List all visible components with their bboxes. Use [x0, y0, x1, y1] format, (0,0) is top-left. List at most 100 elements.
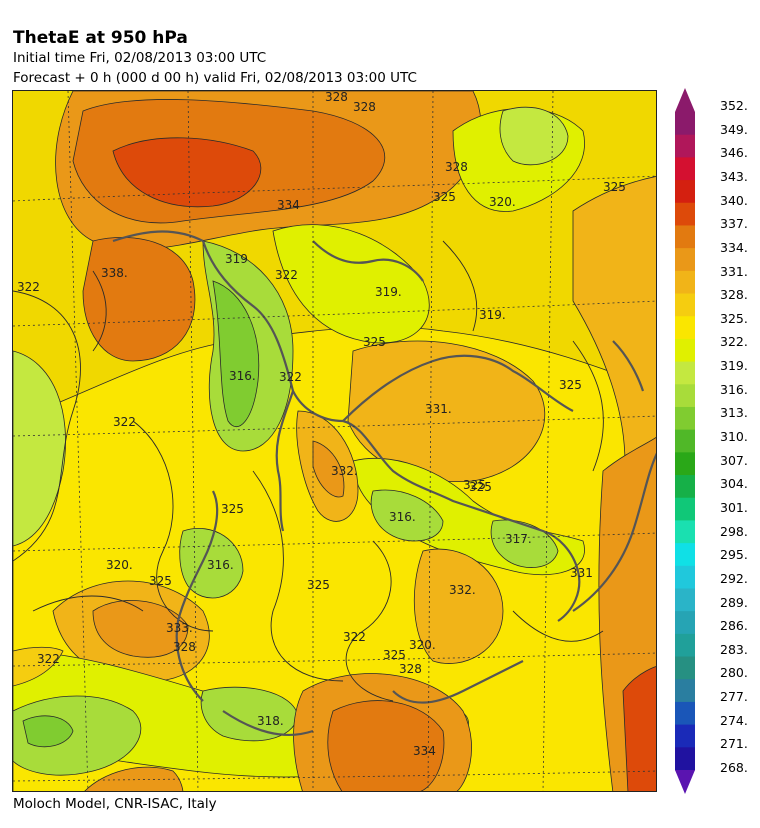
contour-label: 319. [375, 285, 402, 299]
colorbar [675, 88, 695, 794]
contour-label: 328 [173, 640, 196, 654]
colorbar-swatch [675, 248, 695, 272]
contour-label: 328 [353, 100, 376, 114]
colorbar-label: 277. [720, 689, 748, 705]
colorbar-label: 307. [720, 452, 748, 468]
colorbar-swatch [675, 679, 695, 703]
colorbar-label: 274. [720, 712, 748, 728]
colorbar-label: 340. [720, 192, 748, 208]
colorbar-swatch [675, 497, 695, 521]
contour-label: 325 [221, 502, 244, 516]
colorbar-swatch [675, 452, 695, 476]
colorbar-swatch [675, 202, 695, 226]
colorbar-swatch [675, 157, 695, 181]
contour-label: 320. [409, 638, 436, 652]
colorbar-swatch [675, 656, 695, 680]
contour-label: 325 [383, 648, 406, 662]
contour-lines [13, 240, 604, 702]
colorbar-label: 295. [720, 547, 748, 563]
contour-label: 332. [331, 464, 358, 478]
chart-title: ThetaE at 950 hPa [13, 28, 188, 48]
colorbar-swatch [675, 361, 695, 385]
colorbar-label: 316. [720, 381, 748, 397]
colorbar-label: 322. [720, 334, 748, 350]
coastlines [112, 230, 656, 736]
colorbar-label: 319. [720, 358, 748, 374]
colorbar-top-arrow [675, 88, 695, 112]
colorbar-label: 310. [720, 429, 748, 444]
contour-label: 328 [325, 91, 348, 104]
colorbar-swatch [675, 520, 695, 544]
contour-label: 333. [166, 621, 193, 635]
contour-label: 322 [275, 268, 298, 282]
contour-value-labels: 328 328 328 334 338. 322 325 319 322 319… [17, 91, 626, 758]
contour-label: 325 [307, 578, 330, 592]
contour-label: 322 [37, 652, 60, 666]
colorbar-label: 289. [720, 594, 748, 610]
colorbar-bottom-arrow [675, 770, 695, 794]
contour-label: 328 [445, 160, 468, 174]
colorbar-swatch [675, 316, 695, 340]
colorbar-swatch [675, 406, 695, 431]
colorbar-swatch [675, 112, 695, 136]
contour-label: 325 [603, 180, 626, 194]
contour-label: 319. [479, 308, 506, 322]
colorbar-swatch [675, 588, 695, 612]
colorbar-swatch [675, 429, 695, 453]
contour-label: 322 [17, 280, 40, 294]
colorbar-label: 286. [720, 618, 748, 634]
colorbar-swatch [675, 543, 695, 567]
contour-label: 325 [433, 190, 456, 204]
colorbar-label: 346. [720, 145, 748, 161]
colorbar-label: 283. [720, 641, 748, 657]
colorbar-label: 325. [720, 310, 748, 326]
colorbar-swatch [675, 611, 695, 635]
contour-label: 319 [225, 252, 248, 266]
forecast-valid-time: Forecast + 0 h (000 d 00 h) valid Fri, 0… [13, 70, 417, 86]
contour-label: 325 [559, 378, 582, 392]
colorbar-label: 343. [720, 168, 748, 184]
contour-label: 322 [113, 415, 136, 429]
contour-label: 325 [149, 574, 172, 588]
graticule [13, 91, 656, 791]
thetae-map: 328 328 328 334 338. 322 325 319 322 319… [12, 90, 657, 792]
contour-label: 318. [257, 714, 284, 728]
colorbar-swatch [675, 293, 695, 317]
colorbar-label: 301. [720, 499, 748, 515]
colorbar-label: 313. [720, 405, 748, 421]
colorbar-swatch [675, 270, 695, 295]
contour-label: 331 [570, 566, 593, 580]
colorbar-label: 328. [720, 287, 748, 303]
contour-label: 334 [413, 744, 436, 758]
contour-label: 322 [279, 370, 302, 384]
colorbar-label: 280. [720, 665, 748, 681]
contour-label: 338. [101, 266, 128, 280]
colorbar-label: 298. [720, 523, 748, 539]
contour-label: 334 [277, 198, 300, 212]
model-credit: Moloch Model, CNR-ISAC, Italy [13, 796, 217, 812]
contour-label: 331. [425, 402, 452, 416]
colorbar-label: 304. [720, 476, 748, 492]
colorbar-swatch [675, 338, 695, 363]
colorbar-label: 292. [720, 570, 748, 586]
contour-label: 317. [505, 532, 532, 546]
map-canvas: 328 328 328 334 338. 322 325 319 322 319… [13, 91, 656, 791]
colorbar-label: 268. [720, 760, 748, 775]
colorbar-swatch [675, 225, 695, 249]
contour-label: 322 [343, 630, 366, 644]
colorbar-swatch [675, 134, 695, 158]
colorbar-swatch [675, 633, 695, 658]
colorbar-label: 349. [720, 121, 748, 137]
colorbar-swatch [675, 565, 695, 589]
colorbar-swatch [675, 180, 695, 204]
colorbar-swatch [675, 384, 695, 408]
contour-label: 325 [463, 478, 486, 492]
contour-label: 320. [489, 195, 516, 209]
colorbar-swatch [675, 747, 695, 771]
contour-label: 328 [399, 662, 422, 676]
colorbar-label: 334. [720, 239, 748, 255]
colorbar-swatch [675, 475, 695, 499]
contour-label: 320. [106, 558, 133, 572]
colorbar-swatch [675, 701, 695, 726]
colorbar-label: 337. [720, 216, 748, 232]
